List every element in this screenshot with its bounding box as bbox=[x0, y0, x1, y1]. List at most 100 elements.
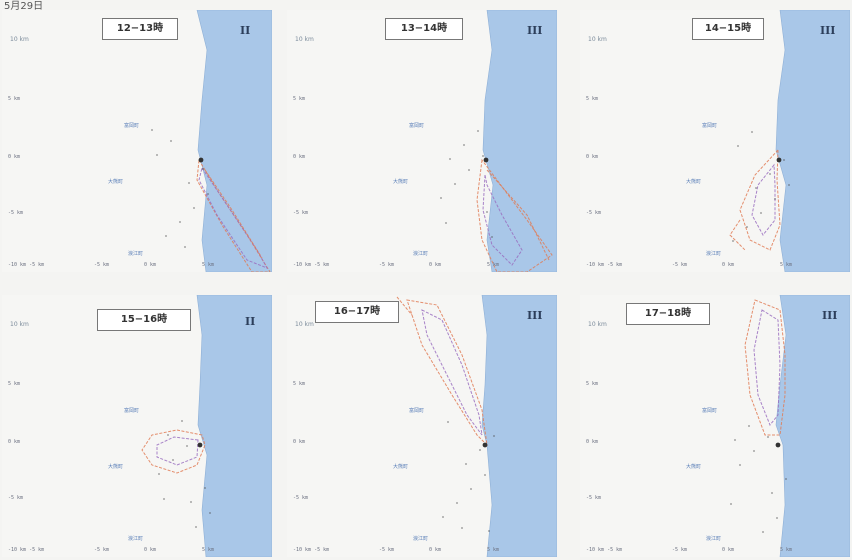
scale-tag: 10 km bbox=[10, 321, 29, 328]
measurement-point bbox=[454, 183, 456, 185]
plume-contour bbox=[751, 163, 776, 236]
measurement-point bbox=[788, 184, 790, 186]
y-axis-label: 0 km bbox=[8, 439, 21, 445]
measurement-point bbox=[181, 420, 183, 422]
place-name: 大熊町 bbox=[108, 179, 124, 185]
time-label: 16−17時 bbox=[315, 301, 399, 323]
place-name: 富岡町 bbox=[409, 408, 425, 414]
y-axis-label: -5 km bbox=[8, 495, 24, 501]
measurement-point bbox=[165, 235, 167, 237]
place-name: 富岡町 bbox=[409, 123, 425, 129]
measurement-point bbox=[456, 502, 458, 504]
x-axis-label: 0 km bbox=[722, 262, 735, 268]
measurement-point bbox=[151, 129, 153, 131]
place-name: 浪江町 bbox=[128, 536, 144, 542]
measurement-point bbox=[479, 449, 481, 451]
x-axis-label: -5 km bbox=[672, 262, 688, 268]
map-panel-6: 17−18時 III 10 km 5 km 0 km -5 km -10 km -5 km -… bbox=[580, 295, 850, 557]
measurement-point bbox=[769, 173, 771, 175]
measurement-point bbox=[207, 193, 209, 195]
place-name: 富岡町 bbox=[124, 408, 140, 414]
scale-tag: 10 km bbox=[588, 36, 607, 43]
y-axis-label: -5 km bbox=[586, 495, 602, 501]
source-marker bbox=[198, 157, 204, 163]
map-drawing bbox=[151, 10, 272, 272]
y-axis-label: 5 km bbox=[293, 381, 306, 387]
place-name: 浪江町 bbox=[706, 536, 722, 542]
y-axis-label: 0 km bbox=[586, 439, 599, 445]
x-axis-label: 5 km bbox=[780, 262, 793, 268]
measurement-point bbox=[491, 236, 493, 238]
map-panel-5: 16−17時 III 10 km 5 km 0 km -5 km -10 km -5 km -… bbox=[287, 295, 557, 557]
measurement-point bbox=[172, 459, 174, 461]
plume-contour bbox=[486, 169, 550, 261]
time-label: 15−16時 bbox=[97, 309, 191, 331]
scale-tag: 10 km bbox=[295, 321, 314, 328]
measurement-point bbox=[753, 450, 755, 452]
measurement-point bbox=[760, 212, 762, 214]
measurement-point bbox=[739, 464, 741, 466]
measurement-point bbox=[158, 473, 160, 475]
y-axis-label: 0 km bbox=[8, 154, 21, 160]
stability-class: III bbox=[820, 24, 836, 37]
sea-area bbox=[482, 10, 557, 272]
x-axis-label: -5 km bbox=[379, 262, 395, 268]
x-axis-label: 5 km bbox=[487, 262, 500, 268]
map-drawing bbox=[440, 10, 557, 272]
measurement-point bbox=[732, 240, 734, 242]
plume-contour bbox=[406, 299, 488, 447]
measurement-point bbox=[755, 187, 757, 189]
source-marker bbox=[775, 442, 781, 448]
measurement-point bbox=[170, 140, 172, 142]
measurement-point bbox=[486, 211, 488, 213]
x-axis-label: -10 km -5 km bbox=[586, 262, 623, 268]
sea-area bbox=[775, 10, 850, 272]
map-drawing bbox=[730, 295, 850, 557]
x-axis-label: 0 km bbox=[429, 547, 442, 553]
time-label: 14−15時 bbox=[692, 18, 764, 40]
plume-contour bbox=[196, 158, 271, 272]
map-panel-3: 14−15時 III 10 km 5 km 0 km -5 km -10 km -5 km -… bbox=[580, 10, 850, 272]
y-axis-label: 0 km bbox=[293, 439, 306, 445]
place-name: 富岡町 bbox=[124, 123, 140, 129]
plume-contour bbox=[476, 158, 553, 272]
y-axis-label: 5 km bbox=[8, 96, 21, 102]
measurement-point bbox=[440, 197, 442, 199]
x-axis-label: 5 km bbox=[487, 547, 500, 553]
place-name: 浪江町 bbox=[413, 536, 429, 542]
source-marker bbox=[482, 442, 488, 448]
y-axis-label: 5 km bbox=[586, 381, 599, 387]
stability-class: III bbox=[822, 309, 838, 322]
map-panel-1: 12−13時 II 10 km 5 km 0 km -5 km -10 km -5 km -5… bbox=[2, 10, 272, 272]
plume-contour bbox=[739, 148, 781, 251]
place-name: 浪江町 bbox=[413, 251, 429, 257]
y-axis-label: 0 km bbox=[293, 154, 306, 160]
x-axis-label: -5 km bbox=[94, 547, 110, 553]
plume-contour bbox=[729, 219, 746, 251]
scale-tag: 10 km bbox=[295, 36, 314, 43]
plume-contour bbox=[482, 174, 523, 266]
measurement-point bbox=[751, 131, 753, 133]
stability-class: III bbox=[527, 24, 543, 37]
measurement-point bbox=[730, 503, 732, 505]
place-name: 富岡町 bbox=[702, 408, 718, 414]
measurement-point bbox=[184, 246, 186, 248]
scale-tag: 10 km bbox=[588, 321, 607, 328]
x-axis-label: 0 km bbox=[144, 262, 157, 268]
y-axis-label: -5 km bbox=[8, 210, 24, 216]
measurement-point bbox=[771, 492, 773, 494]
y-axis-label: 5 km bbox=[8, 381, 21, 387]
x-axis-label: 0 km bbox=[144, 547, 157, 553]
y-axis-label: -5 km bbox=[586, 210, 602, 216]
time-label: 17−18時 bbox=[626, 303, 710, 325]
x-axis-label: -5 km bbox=[379, 547, 395, 553]
x-axis-label: 5 km bbox=[202, 262, 215, 268]
measurement-point bbox=[463, 144, 465, 146]
measurement-point bbox=[461, 527, 463, 529]
measurement-point bbox=[488, 530, 490, 532]
place-name: 浪江町 bbox=[128, 251, 144, 257]
measurement-point bbox=[737, 145, 739, 147]
map-panel-4: 15−16時 II 10 km 5 km 0 km -5 km -10 km -5 km -5… bbox=[2, 295, 272, 557]
y-axis-label: 5 km bbox=[586, 96, 599, 102]
sea-area bbox=[775, 295, 850, 557]
